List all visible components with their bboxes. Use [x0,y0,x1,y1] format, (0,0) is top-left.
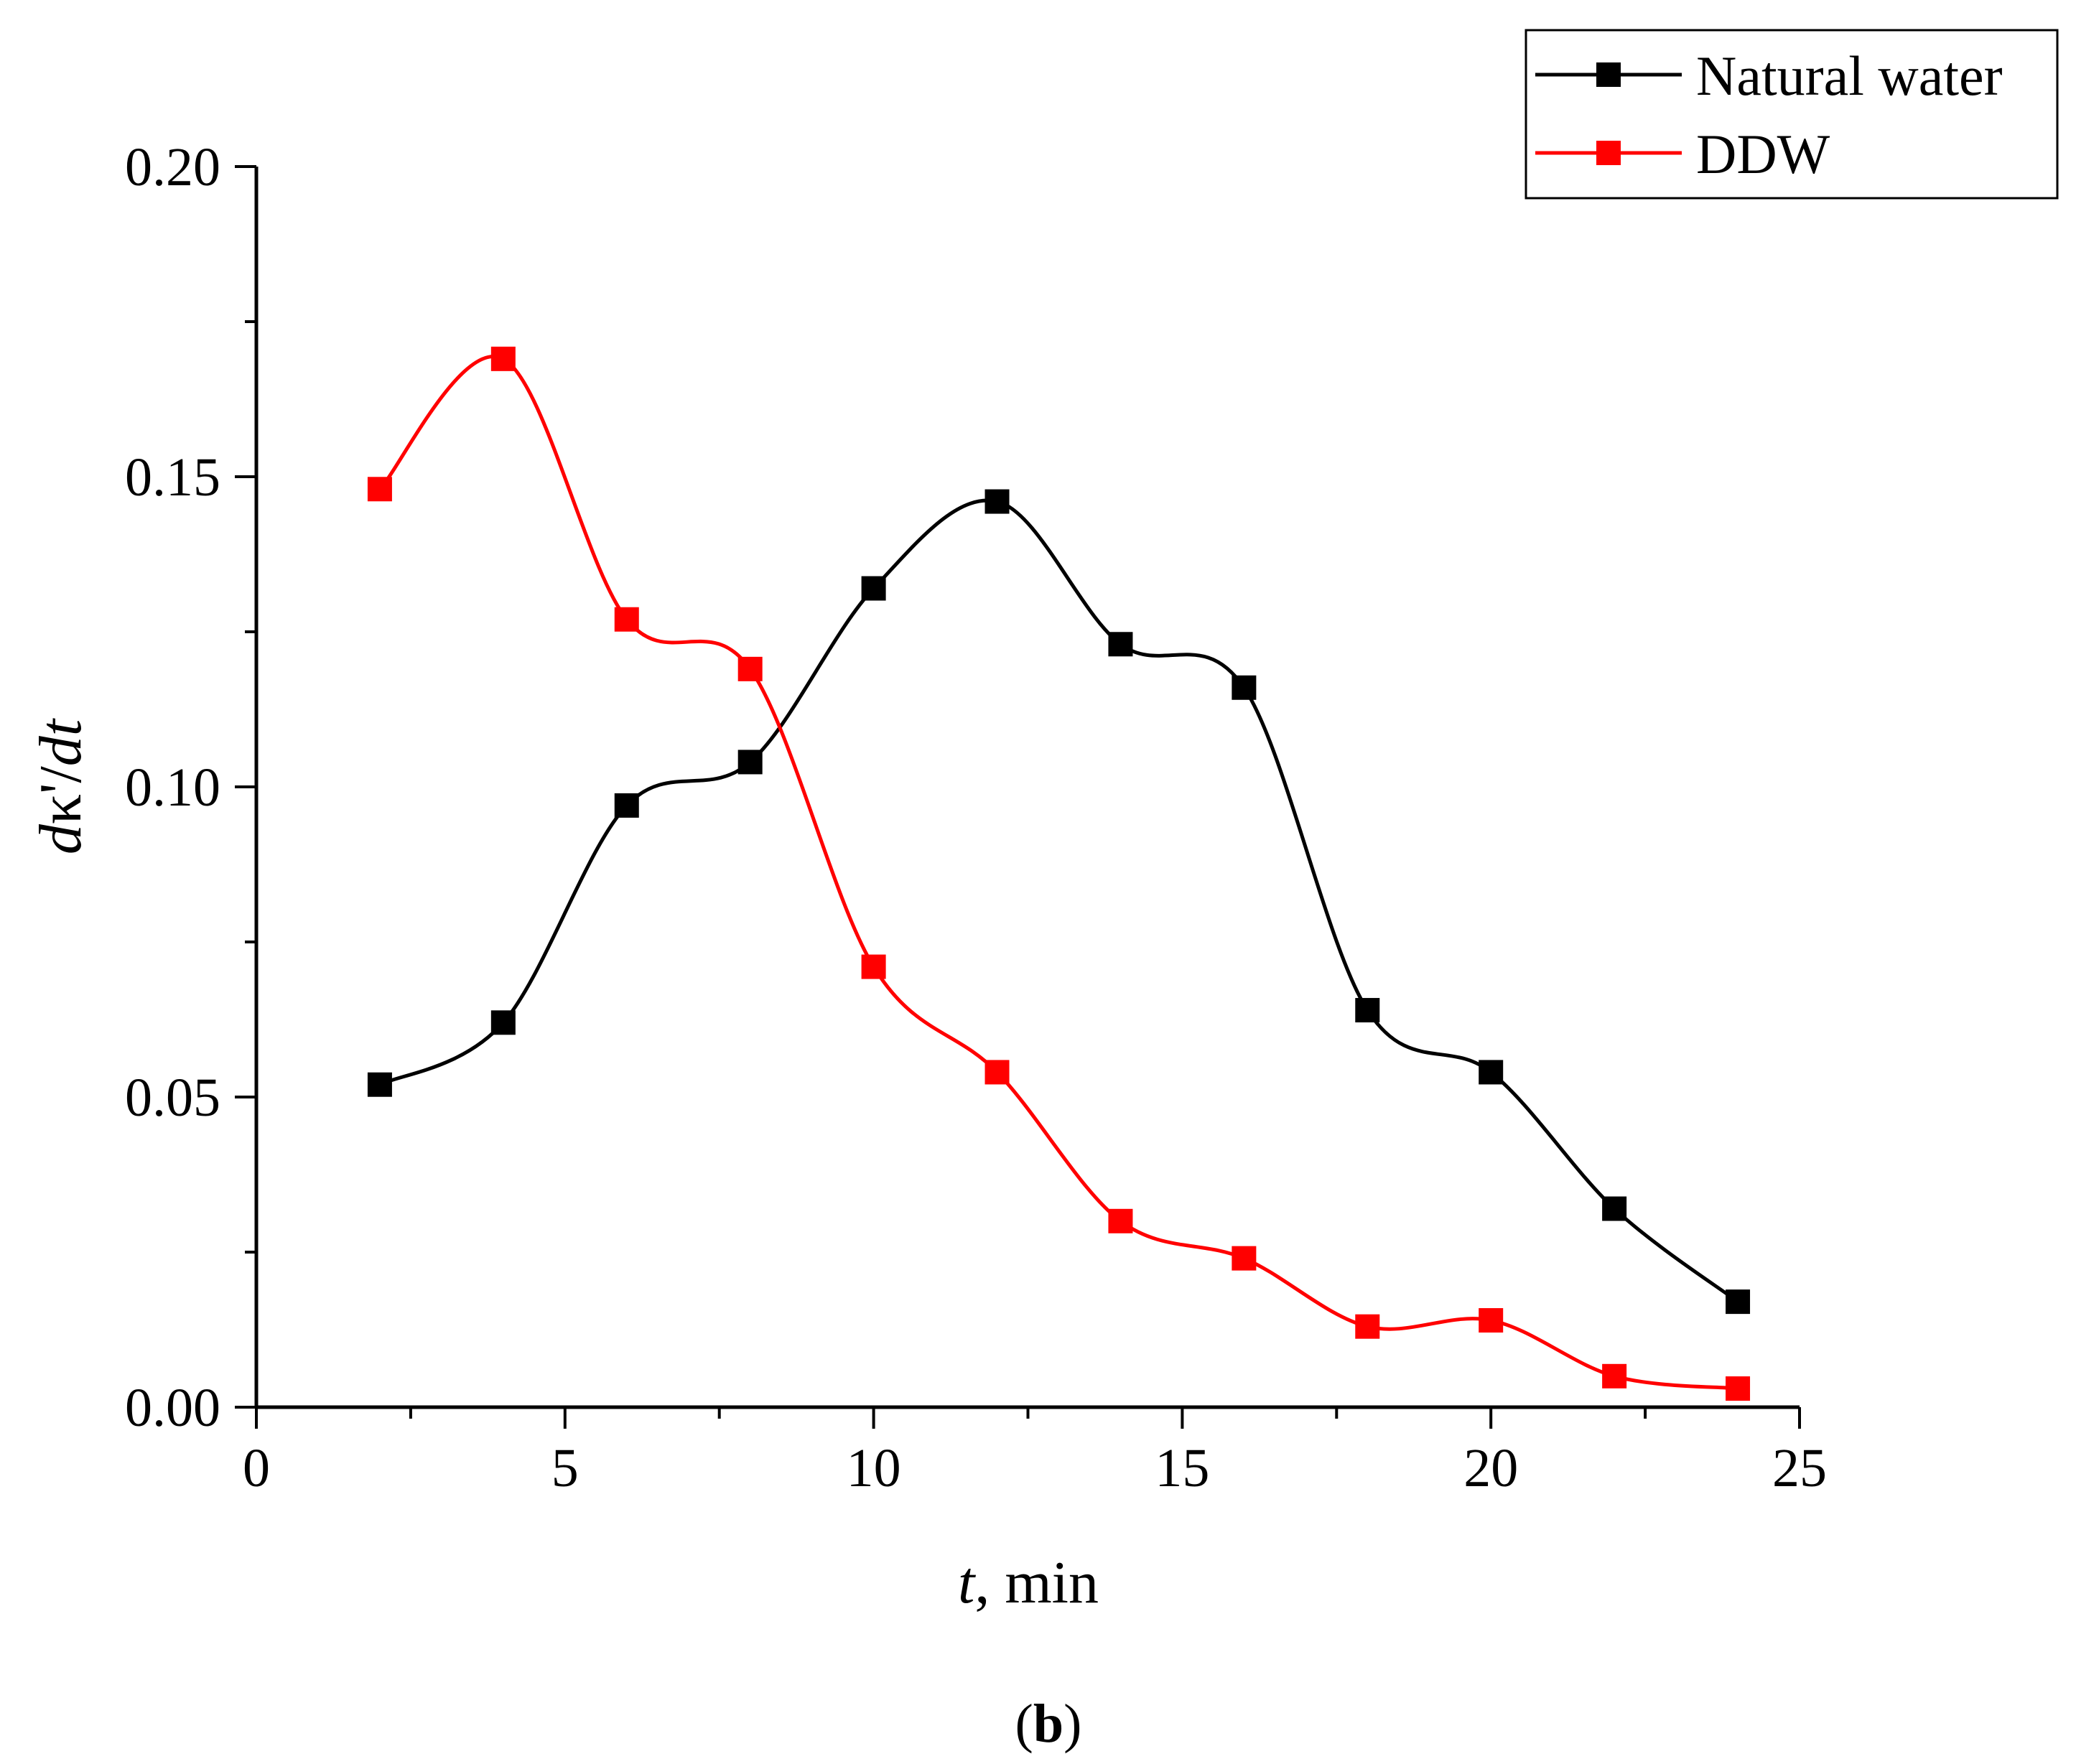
fit-curves [378,355,1739,1391]
x-tick-label: 10 [847,1438,901,1498]
data-point-ddw [1726,1376,1751,1401]
x-tick-label: 20 [1463,1438,1518,1498]
data-point-ddw [367,477,392,502]
axes [254,167,1800,1409]
data-point-natural-water [1726,1289,1751,1315]
y-tick-label: 0.05 [125,1068,220,1128]
series-line-natural-water [378,498,1739,1304]
data-point-ddw [737,656,763,681]
data-point-natural-water [614,793,639,818]
data-point-natural-water [861,576,886,601]
legend-marker-natural-water [1596,62,1621,87]
data-point-natural-water [490,1010,516,1035]
x-axis-title: t, min [958,1549,1099,1616]
x-tick-label: 25 [1772,1438,1827,1498]
data-point-natural-water [985,489,1010,514]
data-point-natural-water [737,750,763,775]
data-point-natural-water [1479,1060,1504,1085]
y-tick-label: 0.20 [125,137,220,197]
panel-label: (b) [1015,1694,1082,1754]
axis-ticks: 0 5 10 15 20 25 0.00 0.05 0.10 0.15 0.20 [125,137,1827,1498]
y-axis-title: dκ'/dt [27,717,94,854]
y-tick-label: 0.00 [125,1378,220,1438]
x-tick-label: 0 [243,1438,270,1498]
data-point-ddw [1232,1246,1257,1271]
data-point-natural-water [1355,998,1380,1023]
data-point-ddw [490,346,516,371]
y-tick-label: 0.15 [125,447,220,508]
data-point-natural-water [1602,1196,1627,1221]
legend-marker-ddw [1596,141,1621,165]
data-point-ddw [1355,1314,1380,1339]
y-tick-label: 0.10 [125,757,220,818]
data-point-ddw [985,1060,1010,1085]
data-point-ddw [1479,1308,1504,1333]
data-point-natural-water [1108,632,1133,657]
data-point-ddw [614,607,639,632]
legend: Natural water DDW [1525,29,2059,200]
data-markers [367,346,1751,1401]
data-point-ddw [1602,1363,1627,1389]
legend-box [1525,29,2059,200]
data-point-ddw [1108,1208,1133,1233]
data-point-ddw [861,954,886,979]
legend-label-ddw: DDW [1696,123,1830,185]
legend-label-natural-water: Natural water [1696,45,2003,107]
data-point-natural-water [1232,675,1257,700]
x-tick-label: 5 [551,1438,579,1498]
x-tick-label: 15 [1155,1438,1209,1498]
data-point-natural-water [367,1072,392,1097]
